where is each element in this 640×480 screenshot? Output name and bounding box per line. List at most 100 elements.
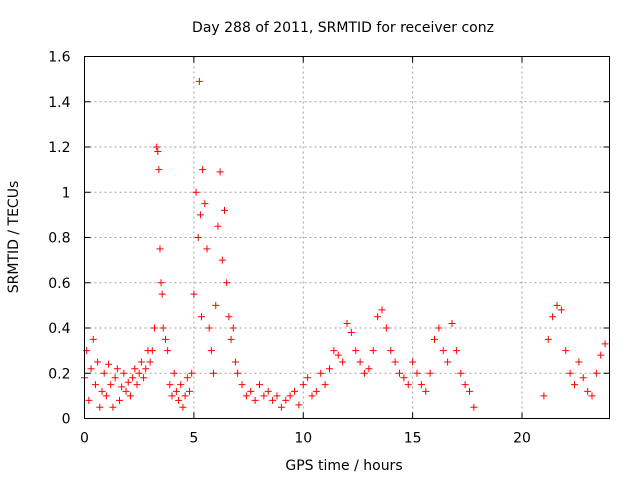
data-point [339,358,347,366]
data-point [352,347,360,355]
data-point [575,358,583,366]
data-point [207,347,215,355]
data-point [264,387,272,395]
data-point [120,369,128,377]
y-tick-label: 0.6 [48,276,70,292]
data-point [562,347,570,355]
data-point [391,358,399,366]
data-point [566,369,574,377]
data-point [126,392,134,400]
data-point [409,358,417,366]
data-point [172,387,180,395]
data-point [470,403,478,411]
data-point [544,335,552,343]
x-tick-label: 10 [294,431,312,447]
data-point [291,387,298,395]
data-point [153,143,161,151]
data-point [361,369,368,377]
data-point [122,387,130,395]
data-point [214,222,222,230]
data-point [227,335,235,343]
data-point [365,365,373,373]
data-point [229,324,237,332]
data-point [198,313,206,321]
data-point [387,347,395,355]
data-point [308,392,316,400]
data-point [168,392,176,400]
x-tick-label: 15 [404,431,422,447]
data-point [457,369,465,377]
data-point [444,358,452,366]
data-point [137,358,145,366]
data-point [154,148,162,156]
data-point [260,392,268,400]
data-point [238,381,246,389]
data-point [321,381,329,389]
x-tick-label: 20 [513,431,531,447]
data-point [195,77,203,85]
data-point [225,313,233,321]
data-point [553,301,561,309]
data-point [369,347,377,355]
data-point [166,381,174,389]
data-point [148,347,156,355]
data-point [186,387,193,395]
data-point [85,396,93,404]
data-point [201,200,209,208]
data-point [133,381,141,389]
data-point [124,378,132,386]
y-tick-label: 0.4 [48,321,70,337]
data-point [196,211,204,219]
data-point [343,319,351,327]
data-point [113,365,121,373]
data-point [251,396,259,404]
data-point [448,319,456,327]
data-points [81,77,609,411]
data-point [435,324,443,332]
data-point [247,387,255,395]
data-point [334,351,342,359]
y-axis-label: SRMTID / TECUs [6,181,22,294]
data-point [396,369,403,377]
data-point [181,392,189,400]
data-point [109,403,117,411]
data-point [188,369,196,377]
y-tick-label: 1.6 [48,50,70,66]
data-point [400,374,408,382]
data-point [317,369,325,377]
data-point [557,306,565,314]
y-tick-label: 1.2 [48,140,70,156]
data-point [96,403,104,411]
data-point [269,396,277,404]
data-point [439,347,447,355]
data-point [129,374,137,382]
data-point [105,360,113,368]
data-point [431,335,438,343]
grid-layer [84,56,610,419]
data-point [588,392,596,400]
data-point [326,365,333,373]
data-point [89,335,97,343]
y-tick-label: 1 [62,185,71,201]
data-point [304,374,312,382]
data-point [461,381,469,389]
data-point [413,369,421,377]
y-tick-label: 0.8 [48,231,70,247]
data-point [155,166,163,174]
data-point [102,392,110,400]
data-point [210,369,218,377]
data-point [140,374,148,382]
data-point [223,279,231,287]
data-point [452,347,460,355]
data-point [142,365,150,373]
data-point [183,374,191,382]
data-point [579,374,587,382]
data-point [159,324,167,332]
data-point [242,392,250,400]
data-point [161,335,169,343]
data-point [549,313,557,321]
data-point [94,358,102,366]
tick-layer: 0 0.2 0.4 0.6 0.8 1 1.2 1.4 1.6 0 5 10 15 20 [48,50,610,447]
data-point [374,313,382,321]
data-point [192,188,200,196]
